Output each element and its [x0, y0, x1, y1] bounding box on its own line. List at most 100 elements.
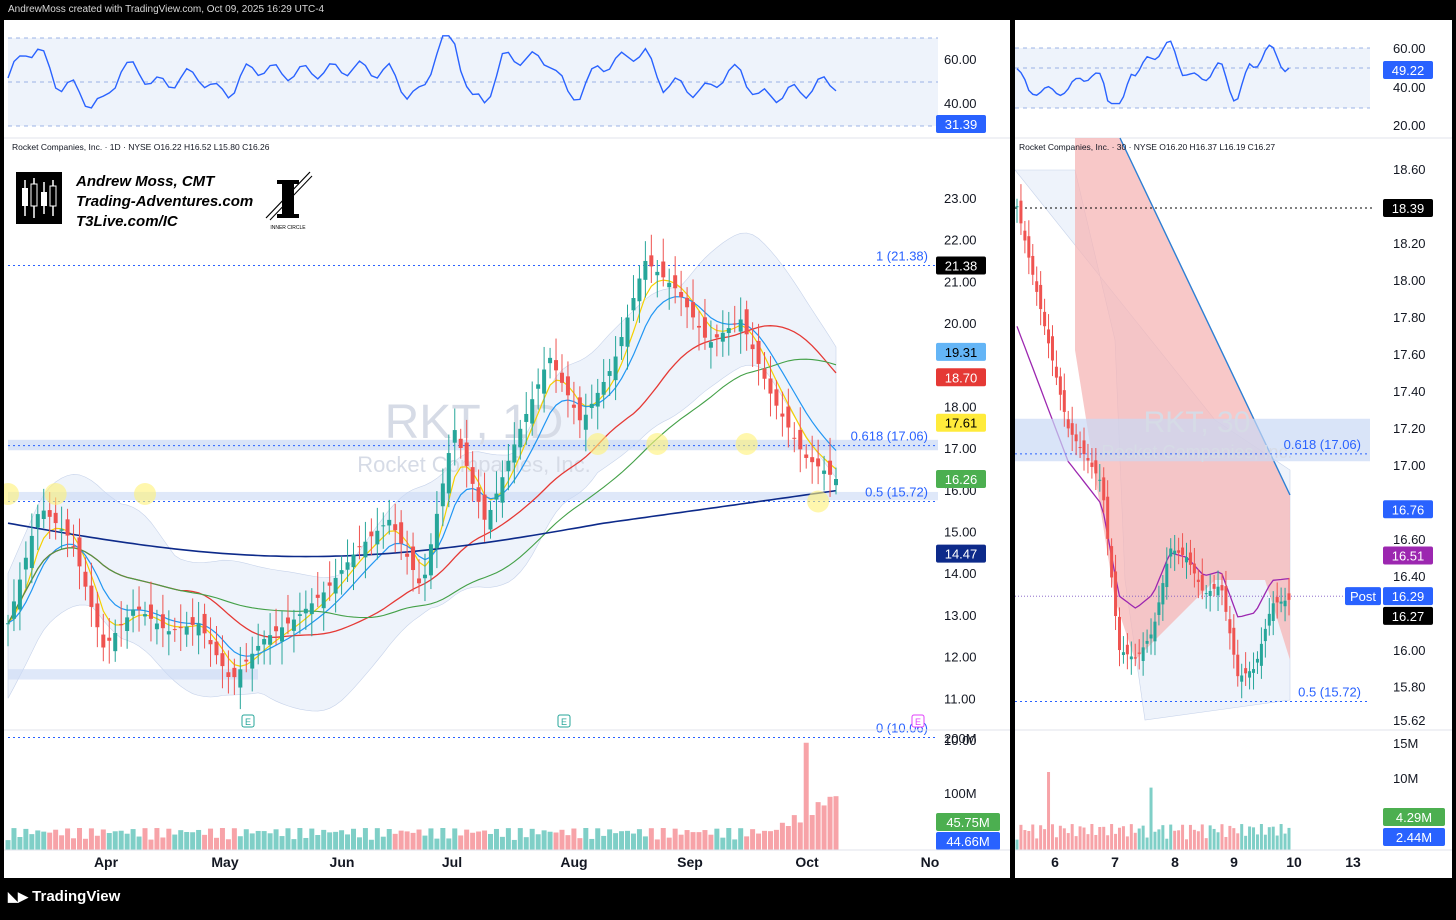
candle-body: [750, 344, 755, 350]
candle-body-30m: [1196, 579, 1200, 583]
volume-bar-30m: [1027, 831, 1031, 850]
candle-body-30m: [1043, 311, 1047, 327]
candle-body-30m: [1240, 675, 1244, 682]
earnings-marker: [557, 714, 571, 728]
volume-bar: [488, 833, 494, 850]
volume-badge-bg: [936, 813, 1000, 831]
volume-tick-label-30m: 10M: [1393, 771, 1418, 786]
tradingview-logo[interactable]: ◣▶ TradingView: [8, 888, 120, 905]
volume-bar-30m: [1157, 829, 1161, 850]
volume-bar-30m: [1208, 825, 1212, 850]
candle-body: [232, 667, 237, 678]
candle-body: [679, 291, 684, 298]
price-badge-bg: [936, 368, 986, 387]
volume-bar: [750, 829, 756, 850]
rsi-line: [7, 35, 837, 109]
candle-body: [714, 334, 719, 338]
volume-bar-30m: [1094, 834, 1098, 850]
volume-bar: [35, 830, 41, 850]
candle-body: [607, 371, 612, 376]
price-badge-30m: 16.27: [1392, 609, 1425, 624]
candle-body: [720, 332, 725, 342]
candle-body: [268, 635, 273, 645]
candle-body: [315, 594, 320, 598]
volume-bar: [94, 835, 100, 850]
volume-bar: [65, 828, 71, 850]
candle-body: [357, 546, 362, 548]
volume-bar: [767, 831, 773, 850]
candle-body-30m: [1015, 206, 1019, 208]
candle-body: [178, 627, 183, 629]
touch-marker: [735, 432, 758, 455]
earnings-marker-label: E: [915, 717, 921, 727]
volume-bar: [196, 829, 202, 850]
candle-body-30m: [1248, 671, 1252, 678]
candle-body: [506, 460, 511, 472]
intraday-chart-svg[interactable]: 60.00 40.00 20.00 49.22 RKT, 30 Rocket Compan…: [1015, 20, 1452, 878]
daily-chart-panel[interactable]: 60.00 40.00 31.39 RKT, 1D Rocket Companies, …: [4, 20, 1010, 878]
candle-body-30m: [1094, 460, 1098, 474]
candle-body: [661, 261, 666, 278]
volume-bar-30m: [1228, 825, 1232, 850]
volume-bar-30m: [1035, 838, 1039, 850]
price-tick-label-30m: 17.40: [1393, 384, 1426, 399]
volume-bar-30m: [1275, 835, 1279, 850]
candle-body-30m: [1224, 586, 1228, 612]
candle-body: [6, 623, 10, 625]
intraday-chart-panel[interactable]: 60.00 40.00 20.00 49.22 RKT, 30 Rocket Compan…: [1015, 20, 1452, 878]
volume-bar: [392, 833, 398, 850]
volume-bar: [23, 828, 29, 850]
candle-body: [309, 603, 314, 615]
candle-body-30m: [1279, 601, 1283, 604]
price-badge-30m-bg: [1383, 199, 1433, 218]
rsi-tick-label-30m: 40.00: [1393, 80, 1426, 95]
volume-bar: [166, 828, 172, 850]
price-badge: 18.70: [945, 370, 978, 385]
price-badge-30m: 18.39: [1392, 201, 1425, 216]
candle-body: [768, 378, 773, 394]
candle-body: [702, 317, 707, 338]
rsi-tick-label: 60.00: [944, 52, 977, 67]
volume-bar: [482, 830, 488, 850]
volume-bar: [29, 834, 35, 850]
candle-body-30m: [1039, 284, 1043, 310]
fib-level-label: 0.5 (15.72): [865, 485, 928, 500]
volume-bar-30m: [1023, 830, 1027, 850]
candle-body: [601, 381, 606, 395]
price-badge-30m-bg: [1383, 546, 1433, 565]
volume-bar-30m: [1015, 839, 1019, 850]
candle-body-30m: [1271, 603, 1275, 621]
volume-bar: [601, 835, 607, 850]
volume-bar-30m: [1047, 772, 1051, 850]
candle-body: [530, 399, 535, 424]
candle-body: [190, 617, 195, 625]
x-tick-label-30m: 7: [1111, 854, 1119, 870]
price-tick-label-30m: 15.80: [1393, 680, 1426, 695]
price-tick-label: 18.00: [944, 399, 977, 414]
volume-bar: [541, 830, 547, 850]
candle-body-30m: [1236, 654, 1240, 677]
candle-body-30m: [1031, 255, 1035, 275]
candle-body: [583, 414, 588, 430]
volume-bar: [696, 832, 702, 850]
candle-body: [542, 369, 547, 394]
volume-bar-30m: [1062, 828, 1066, 850]
candle-body-30m: [1165, 563, 1169, 588]
candle-body-30m: [1098, 479, 1102, 481]
candle-body-30m: [1220, 585, 1224, 591]
volume-bar: [517, 828, 523, 850]
candle-body: [756, 340, 761, 364]
volume-bar: [71, 838, 77, 850]
volume-bar: [571, 828, 577, 850]
price-badge-bg: [936, 470, 986, 489]
volume-bar: [243, 829, 249, 850]
volume-bar-30m: [1244, 835, 1248, 850]
candle-body: [458, 438, 463, 449]
volume-bar: [291, 839, 297, 850]
volume-bar: [118, 830, 124, 850]
volume-bar: [654, 839, 660, 850]
volume-bar: [523, 837, 529, 850]
candle-body-30m: [1200, 574, 1204, 591]
volume-bar: [827, 796, 833, 850]
